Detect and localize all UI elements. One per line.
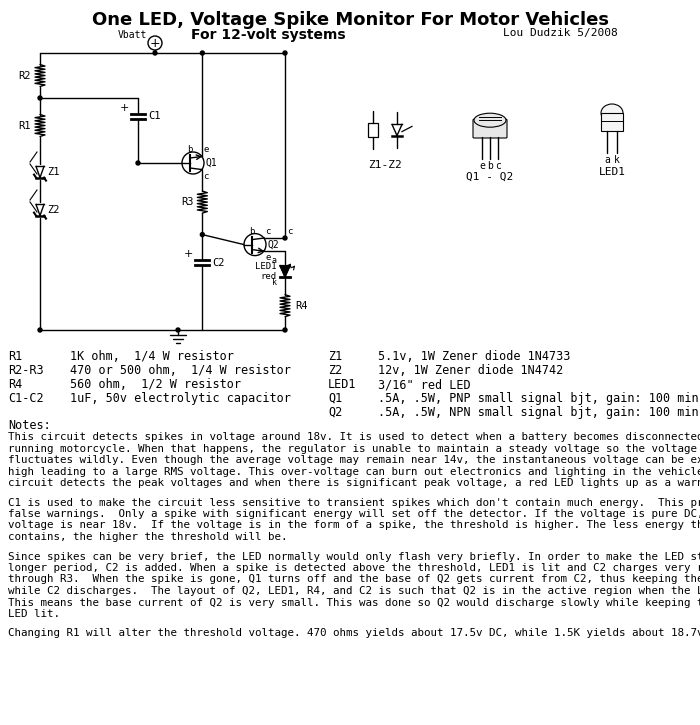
Text: +: + bbox=[150, 36, 160, 49]
Text: 560 ohm,  1/2 W resistor: 560 ohm, 1/2 W resistor bbox=[70, 378, 241, 391]
Text: Vbatt: Vbatt bbox=[118, 30, 147, 40]
Text: 1K ohm,  1/4 W resistor: 1K ohm, 1/4 W resistor bbox=[70, 350, 234, 363]
Text: e: e bbox=[265, 253, 271, 262]
Text: Z2: Z2 bbox=[328, 364, 342, 377]
Text: b: b bbox=[249, 227, 255, 236]
Text: through R3.  When the spike is gone, Q1 turns off and the base of Q2 gets curren: through R3. When the spike is gone, Q1 t… bbox=[8, 574, 700, 584]
Ellipse shape bbox=[601, 104, 623, 122]
Text: c: c bbox=[287, 227, 293, 236]
Text: R1: R1 bbox=[8, 350, 22, 363]
Text: a: a bbox=[604, 155, 610, 165]
Text: Z2: Z2 bbox=[47, 205, 60, 215]
Text: LED lit.: LED lit. bbox=[8, 609, 60, 619]
Text: Q1: Q1 bbox=[328, 392, 342, 405]
Text: Changing R1 will alter the threshold voltage. 470 ohms yields about 17.5v DC, wh: Changing R1 will alter the threshold vol… bbox=[8, 629, 700, 639]
Text: R2-R3: R2-R3 bbox=[8, 364, 43, 377]
Text: a: a bbox=[272, 256, 277, 265]
Circle shape bbox=[283, 328, 287, 332]
Text: c: c bbox=[265, 227, 271, 236]
Text: 3/16" red LED: 3/16" red LED bbox=[378, 378, 470, 391]
Text: longer period, C2 is added. When a spike is detected above the threshold, LED1 i: longer period, C2 is added. When a spike… bbox=[8, 563, 700, 573]
Text: .5A, .5W, NPN small signal bjt, gain: 100 min.: .5A, .5W, NPN small signal bjt, gain: 10… bbox=[378, 406, 700, 419]
Text: R4: R4 bbox=[8, 378, 22, 391]
Text: Notes:: Notes: bbox=[8, 419, 50, 432]
Text: R2: R2 bbox=[18, 70, 31, 80]
Circle shape bbox=[283, 236, 287, 240]
Text: k: k bbox=[614, 155, 620, 165]
Text: R4: R4 bbox=[295, 301, 307, 311]
Ellipse shape bbox=[474, 113, 506, 127]
Text: Since spikes can be very brief, the LED normally would only flash very briefly. : Since spikes can be very brief, the LED … bbox=[8, 552, 700, 561]
Text: Q1: Q1 bbox=[205, 158, 217, 168]
Text: fluctuates wildly. Even though the average voltage may remain near 14v, the inst: fluctuates wildly. Even though the avera… bbox=[8, 455, 700, 465]
Text: Lou Dudzik 5/2008: Lou Dudzik 5/2008 bbox=[503, 28, 617, 38]
Text: c: c bbox=[203, 172, 209, 181]
Circle shape bbox=[200, 233, 204, 236]
Text: 470 or 500 ohm,  1/4 W resistor: 470 or 500 ohm, 1/4 W resistor bbox=[70, 364, 291, 377]
Text: C1-C2: C1-C2 bbox=[8, 392, 43, 405]
Text: LED1
red: LED1 red bbox=[256, 262, 277, 281]
Bar bbox=[601, 113, 623, 131]
Circle shape bbox=[38, 96, 42, 100]
Polygon shape bbox=[280, 265, 290, 277]
Text: .5A, .5W, PNP small signal bjt, gain: 100 min.: .5A, .5W, PNP small signal bjt, gain: 10… bbox=[378, 392, 700, 405]
Text: This means the base current of Q2 is very small. This was done so Q2 would disch: This means the base current of Q2 is ver… bbox=[8, 597, 700, 608]
Circle shape bbox=[153, 51, 157, 55]
Text: This circuit detects spikes in voltage around 18v. It is used to detect when a b: This circuit detects spikes in voltage a… bbox=[8, 432, 700, 442]
Text: C1: C1 bbox=[148, 111, 160, 121]
Text: +: + bbox=[120, 102, 129, 112]
Text: For 12-volt systems: For 12-volt systems bbox=[190, 28, 345, 42]
Text: Z1: Z1 bbox=[328, 350, 342, 363]
Text: k: k bbox=[272, 278, 277, 287]
Text: C1 is used to make the circuit less sensitive to transient spikes which don't co: C1 is used to make the circuit less sens… bbox=[8, 497, 700, 507]
Bar bbox=[368, 123, 378, 137]
Text: voltage is near 18v.  If the voltage is in the form of a spike, the threshold is: voltage is near 18v. If the voltage is i… bbox=[8, 521, 700, 531]
Text: LED1: LED1 bbox=[598, 167, 626, 177]
FancyBboxPatch shape bbox=[473, 119, 507, 138]
Text: Z1-Z2: Z1-Z2 bbox=[368, 160, 402, 170]
Text: Q2: Q2 bbox=[328, 406, 342, 419]
Text: high leading to a large RMS voltage. This over-voltage can burn out electronics : high leading to a large RMS voltage. Thi… bbox=[8, 466, 700, 476]
Text: C2: C2 bbox=[212, 257, 225, 268]
Text: LED1: LED1 bbox=[328, 378, 356, 391]
Text: circuit detects the peak voltages and when there is significant peak voltage, a : circuit detects the peak voltages and wh… bbox=[8, 478, 700, 488]
Circle shape bbox=[283, 51, 287, 55]
Text: R1: R1 bbox=[18, 120, 31, 130]
Circle shape bbox=[38, 328, 42, 332]
Text: 1uF, 50v electrolytic capacitor: 1uF, 50v electrolytic capacitor bbox=[70, 392, 291, 405]
Text: e: e bbox=[203, 146, 209, 154]
Text: while C2 discharges.  The layout of Q2, LED1, R4, and C2 is such that Q2 is in t: while C2 discharges. The layout of Q2, L… bbox=[8, 586, 700, 596]
Text: 5.1v, 1W Zener diode 1N4733: 5.1v, 1W Zener diode 1N4733 bbox=[378, 350, 570, 363]
Text: false warnings.  Only a spike with significant energy will set off the detector.: false warnings. Only a spike with signif… bbox=[8, 509, 700, 519]
Text: running motorcycle. When that happens, the regulator is unable to maintain a ste: running motorcycle. When that happens, t… bbox=[8, 444, 697, 454]
Text: b: b bbox=[487, 161, 493, 171]
Text: +: + bbox=[184, 249, 193, 259]
Circle shape bbox=[176, 328, 180, 332]
Text: Q1 - Q2: Q1 - Q2 bbox=[466, 172, 514, 182]
Text: c: c bbox=[495, 161, 501, 171]
Text: contains, the higher the threshold will be.: contains, the higher the threshold will … bbox=[8, 532, 288, 542]
Text: b: b bbox=[188, 145, 193, 154]
Text: One LED, Voltage Spike Monitor For Motor Vehicles: One LED, Voltage Spike Monitor For Motor… bbox=[92, 11, 608, 29]
Text: R3: R3 bbox=[181, 197, 193, 207]
Text: 12v, 1W Zener diode 1N4742: 12v, 1W Zener diode 1N4742 bbox=[378, 364, 564, 377]
Text: Z1: Z1 bbox=[47, 167, 60, 177]
Circle shape bbox=[136, 161, 140, 165]
Text: Q2: Q2 bbox=[267, 239, 279, 249]
Circle shape bbox=[200, 51, 204, 55]
Text: e: e bbox=[479, 161, 485, 171]
